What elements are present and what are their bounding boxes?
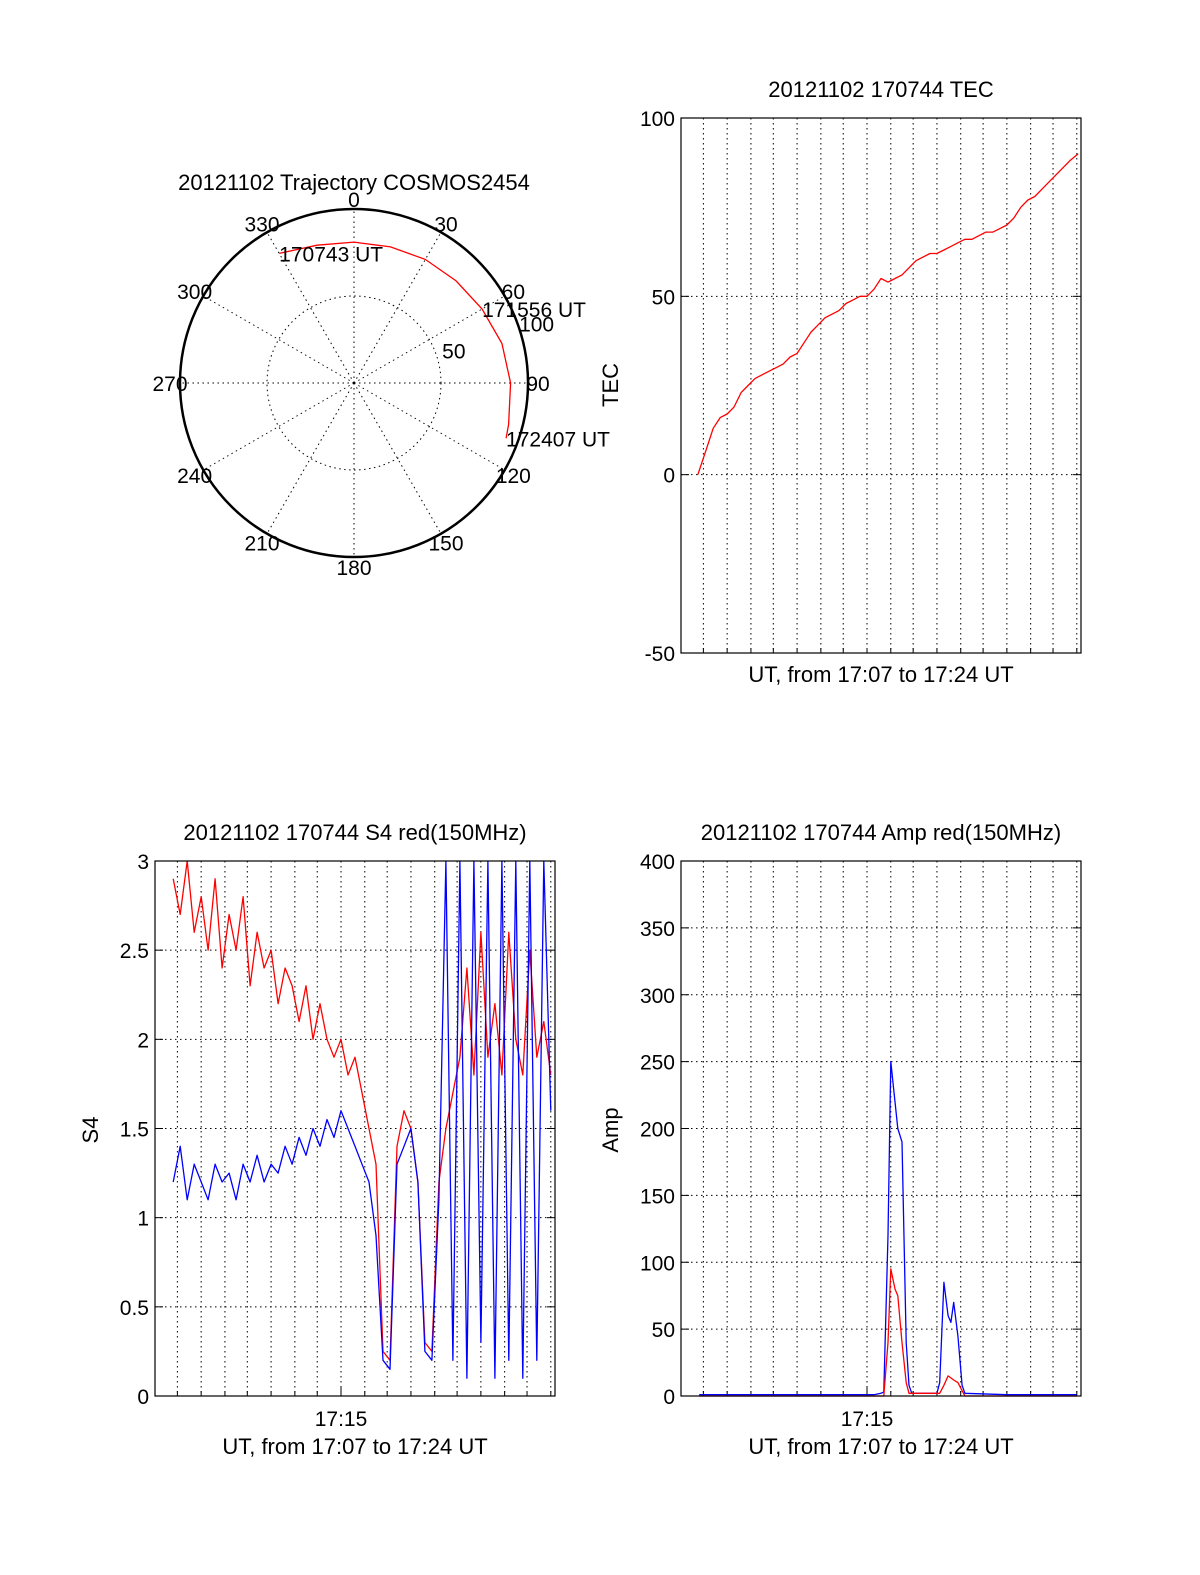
polar-azimuth-label: 330	[244, 214, 279, 237]
s4-xlabel: UT, from 17:07 to 17:24 UT	[222, 1434, 487, 1459]
polar-trajectory-chart: 20121102 Trajectory COSMOS2454 0 30 60 90 12…	[152, 170, 610, 580]
s4-series	[172, 860, 552, 1379]
polar-spoke	[353, 295, 505, 384]
polar-azimuth-label: 210	[244, 532, 279, 555]
s4-ylabel: S4	[78, 1117, 103, 1144]
s4-title: 20121102 170744 S4 red(150MHz)	[183, 820, 526, 845]
tec-chart: 20121102 170744 TEC UT, from 17:07 to 17…	[598, 77, 1082, 687]
polar-spoke	[203, 382, 355, 471]
polar-azimuth-label: 0	[348, 189, 360, 212]
amp-xlabel: UT, from 17:07 to 17:24 UT	[748, 1434, 1013, 1459]
polar-outer-circle	[178, 207, 530, 559]
amp-ytick-label: 100	[640, 1252, 675, 1275]
amp-ytick-label: 400	[640, 851, 675, 874]
polar-spoke	[203, 295, 355, 384]
amp-ytick-label: 200	[640, 1119, 675, 1142]
amp-ytick-label: 150	[640, 1185, 675, 1208]
tec-ytick-label: 50	[652, 286, 675, 309]
s4-ytick-label: 0	[137, 1386, 149, 1409]
amp-chart: 20121102 170744 Amp red(150MHz) UT, from…	[598, 820, 1082, 1459]
s4-ytick-label: 1	[137, 1208, 149, 1231]
amp-series	[699, 1060, 1077, 1397]
amp-grid	[681, 861, 1081, 1396]
tec-ylabel: TEC	[598, 363, 623, 407]
polar-azimuth-label: 150	[428, 532, 463, 555]
amp-ytick-label: 350	[640, 918, 675, 941]
tec-series	[697, 153, 1079, 475]
s4-ytick-label: 2.5	[120, 940, 149, 963]
polar-time-annotation: 172407 UT	[506, 428, 610, 451]
amp-xtick-label: 17:15	[841, 1408, 894, 1431]
polar-azimuth-label: 270	[152, 373, 187, 396]
amp-series-line-1	[699, 1268, 1077, 1397]
amp-ytick-label: 0	[663, 1386, 675, 1409]
s4-plot-frame	[154, 860, 556, 1397]
polar-time-annotation: 171556 UT	[482, 299, 586, 322]
polar-ring	[266, 295, 442, 471]
polar-annotations: 170743 UT 171556 UT 172407 UT	[279, 243, 610, 451]
amp-series-line-0	[699, 1060, 1077, 1396]
polar-spoke	[353, 382, 442, 534]
polar-azimuth-label: 30	[434, 214, 457, 237]
amp-ytick-label: 50	[652, 1319, 675, 1342]
tec-series-line-0	[697, 153, 1079, 475]
s4-ytick-label: 1.5	[120, 1119, 149, 1142]
s4-ticks: 0 0.5 1 1.5 2 2.5 3 17:15	[120, 851, 555, 1431]
polar-azimuth-label: 120	[496, 465, 531, 488]
s4-series-line-0	[172, 860, 552, 1361]
s4-xtick-label: 17:15	[315, 1408, 368, 1431]
polar-azimuth-label: 90	[526, 373, 549, 396]
s4-ytick-label: 2	[137, 1029, 149, 1052]
polar-time-annotation: 170743 UT	[279, 243, 383, 266]
s4-chart: 20121102 170744 S4 red(150MHz) UT, from …	[78, 820, 556, 1459]
polar-azimuth-label: 60	[502, 281, 525, 304]
polar-azimuth-labels: 0 30 60 90 120 150 180 210 240 270 300 330	[152, 189, 549, 580]
amp-ytick-label: 250	[640, 1052, 675, 1075]
polar-azimuth-label: 300	[177, 281, 212, 304]
tec-ytick-label: -50	[645, 643, 675, 666]
polar-radial-label: 100	[519, 314, 554, 337]
tec-title: 20121102 170744 TEC	[768, 77, 994, 102]
tec-xlabel: UT, from 17:07 to 17:24 UT	[748, 662, 1013, 687]
amp-plot-frame	[680, 860, 1082, 1397]
amp-ylabel: Amp	[598, 1107, 623, 1152]
polar-radial-label: 50	[442, 341, 465, 364]
polar-title: 20121102 Trajectory COSMOS2454	[178, 170, 530, 195]
amp-ytick-label: 300	[640, 985, 675, 1008]
polar-azimuth-label: 180	[336, 557, 371, 580]
amp-ticks: 0 50 100 150 200 250 300 350 400 17:15	[640, 851, 1081, 1431]
polar-spoke	[353, 232, 442, 384]
tec-grid	[681, 118, 1081, 653]
s4-ytick-label: 3	[137, 851, 149, 874]
polar-trajectory-series	[279, 241, 512, 439]
polar-trajectory-line	[279, 241, 512, 439]
tec-ytick-label: 100	[640, 108, 675, 131]
s4-ytick-label: 0.5	[120, 1297, 149, 1320]
polar-radial-labels: 50 100	[442, 314, 554, 364]
s4-grid	[155, 861, 555, 1396]
polar-grid	[178, 207, 530, 559]
polar-spoke	[353, 382, 505, 471]
tec-ytick-label: 0	[663, 465, 675, 488]
polar-spoke	[266, 232, 355, 384]
amp-title: 20121102 170744 Amp red(150MHz)	[701, 820, 1061, 845]
tec-y-ticks: -50 0 50 100	[640, 108, 1081, 666]
s4-series-line-1	[172, 860, 552, 1379]
polar-spoke	[266, 382, 355, 534]
tec-plot-frame	[680, 117, 1082, 654]
polar-azimuth-label: 240	[177, 465, 212, 488]
